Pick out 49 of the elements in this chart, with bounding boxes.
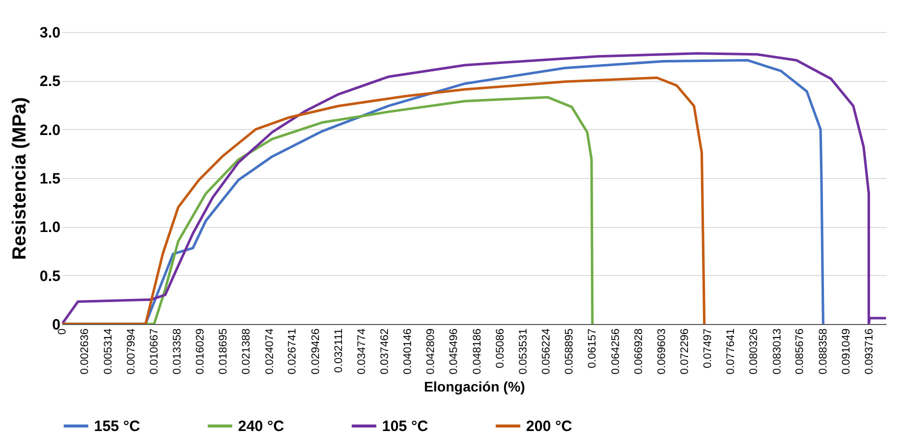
- x-tick-label: 0.066928: [632, 328, 645, 374]
- y-tick-label: 0.5: [40, 268, 60, 285]
- legend-label: 155 °C: [94, 418, 140, 435]
- x-tick-label: 0.029426: [310, 328, 322, 374]
- x-tick-label: 0.064256: [610, 328, 622, 374]
- x-tick-label: 0.069603: [656, 328, 668, 374]
- x-tick-label: 0.018695: [217, 328, 230, 374]
- x-tick-label: 0.032111: [332, 328, 345, 373]
- x-tick-label: 0.010667: [148, 328, 160, 374]
- y-tick-label: 1.5: [40, 170, 60, 188]
- x-tick-label: 0.013358: [172, 328, 184, 374]
- x-tick-label: 0.048186: [471, 328, 484, 374]
- x-tick-label: 0: [56, 328, 68, 335]
- y-tick-label: 2.0: [40, 122, 60, 139]
- legend-label: 240 °C: [238, 418, 284, 435]
- x-tick-label: 0.034774: [356, 328, 368, 374]
- legend-label: 105 °C: [382, 418, 428, 435]
- y-tick-label: 2.5: [40, 73, 60, 90]
- x-tick-label: 0.005314: [102, 328, 114, 374]
- x-tick-label: 0.042809: [425, 328, 438, 374]
- x-tick-label: 0.072296: [678, 328, 691, 374]
- x-tick-label: 0.021388: [240, 328, 253, 374]
- x-tick-label: 0.002636: [79, 328, 92, 374]
- y-tick-label: 3.0: [40, 24, 60, 42]
- x-tick-label: 0.088358: [817, 328, 830, 374]
- x-axis-title: Elongación (%): [424, 378, 526, 394]
- x-tick-label: 0.053531: [517, 328, 530, 374]
- x-tick-label: 0.007994: [125, 328, 138, 374]
- x-tick-label: 0.045496: [448, 328, 460, 374]
- x-tick-label: 0.024074: [264, 328, 276, 374]
- x-tick-label: 0.07497: [702, 328, 714, 368]
- x-tick-label: 0.083013: [771, 328, 784, 374]
- x-tick-label: 0.085676: [794, 328, 806, 374]
- legend-label: 200 °C: [526, 418, 572, 435]
- x-tick-label: 0.093716: [863, 328, 876, 374]
- x-tick-label: 0.091049: [840, 328, 852, 374]
- x-tick-label: 0.077641: [725, 328, 738, 374]
- y-axis-title: Resistencia (MPa): [10, 97, 31, 260]
- x-tick-label: 0.016029: [194, 328, 207, 374]
- x-tick-label: 0.037462: [379, 328, 392, 374]
- x-tick-label: 0.06157: [586, 328, 599, 368]
- line-series: [62, 76, 706, 324]
- x-tick-label: 0.058895: [564, 328, 576, 374]
- y-tick-label: 1.0: [40, 219, 60, 236]
- x-tick-label: 0.026741: [286, 328, 299, 374]
- x-tick-label: 0.080326: [748, 328, 760, 374]
- x-tick-label: 0.056224: [540, 328, 553, 374]
- x-tick-label: 0.05086: [494, 328, 506, 368]
- x-tick-label: 0.040146: [402, 328, 414, 374]
